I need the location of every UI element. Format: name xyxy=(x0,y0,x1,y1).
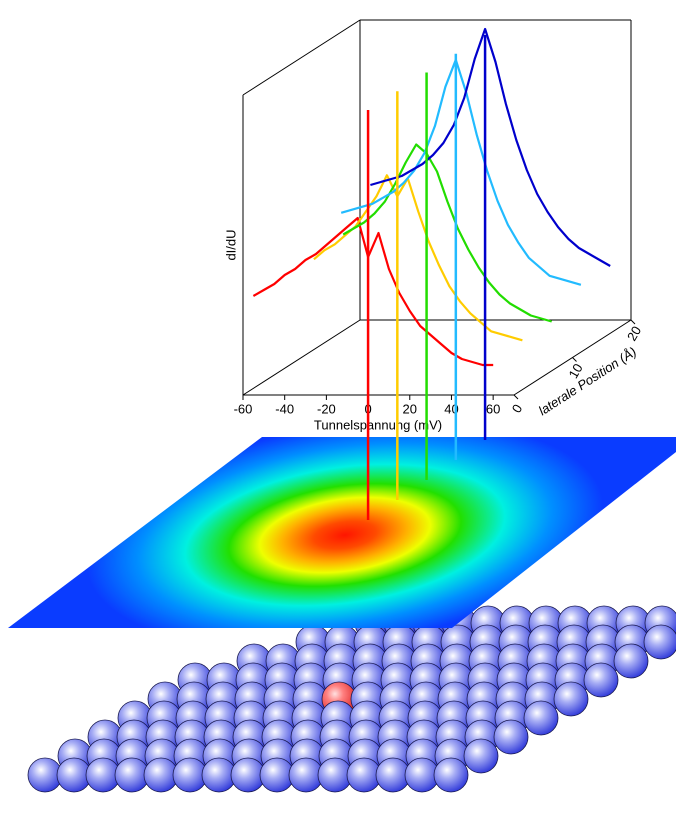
x-tick-label: -20 xyxy=(317,401,336,416)
x-axis-label: Tunnelspannung (mV) xyxy=(314,417,442,432)
z-tick xyxy=(572,357,577,362)
color-map-plane xyxy=(8,437,676,628)
x-tick-label: -40 xyxy=(275,401,294,416)
atom xyxy=(493,719,529,755)
spectrum-line xyxy=(313,174,523,342)
atom xyxy=(583,662,619,698)
x-tick-label: -60 xyxy=(234,401,253,416)
atom xyxy=(613,643,649,679)
z-tick xyxy=(630,319,636,325)
atom xyxy=(463,738,499,774)
atom xyxy=(643,624,676,660)
x-tick-label: 20 xyxy=(403,401,417,416)
atom-lattice xyxy=(27,605,676,793)
atom xyxy=(523,700,559,736)
axis-line xyxy=(242,319,361,396)
spectra-plot: dI/dU Tunnelspannung (mV) laterale Posit… xyxy=(223,19,644,432)
z-tick xyxy=(513,394,519,400)
z-tick-label: 10 xyxy=(565,361,585,381)
x-tick-label: 60 xyxy=(486,401,500,416)
atom xyxy=(433,757,469,793)
spectrum-line xyxy=(370,27,611,267)
spectrum-line xyxy=(252,216,494,367)
spectrum-line xyxy=(342,143,553,323)
z-axis-label: laterale Position (Å) xyxy=(536,344,639,418)
z-tick-label: 20 xyxy=(624,323,644,343)
y-axis-label: dI/dU xyxy=(223,229,238,260)
z-tick-label: 0 xyxy=(509,402,526,416)
spectrum-line xyxy=(340,58,582,286)
axis-line xyxy=(242,19,361,96)
atom xyxy=(553,681,589,717)
